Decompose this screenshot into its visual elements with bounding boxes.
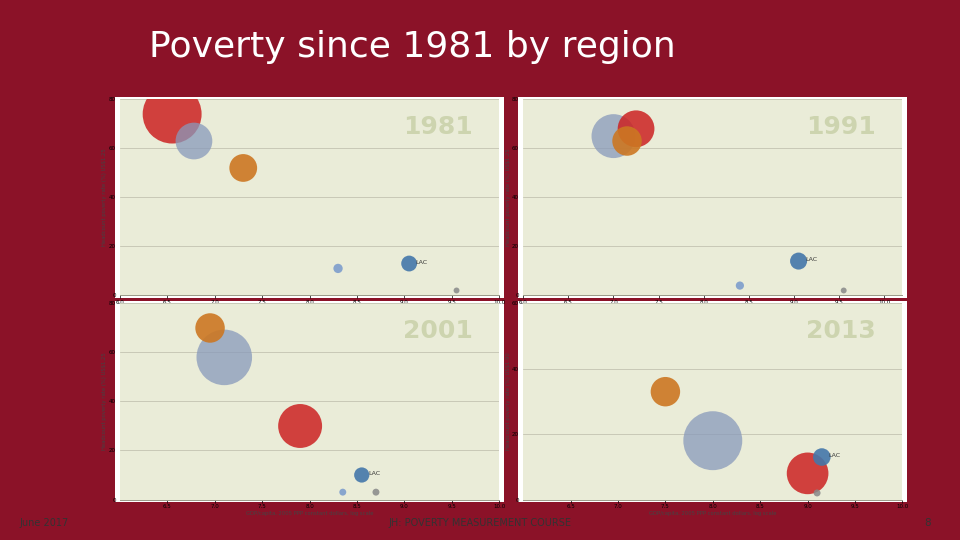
Y-axis label: Headcount poverty rate (%) US$1.25: Headcount poverty rate (%) US$1.25 xyxy=(103,353,108,450)
Text: Poverty since 1981 by region: Poverty since 1981 by region xyxy=(149,30,676,64)
Point xyxy=(658,387,673,396)
Text: 1981: 1981 xyxy=(403,115,472,139)
Point xyxy=(293,422,308,430)
Text: June 2017: June 2017 xyxy=(19,517,68,528)
X-axis label: GDP/capita, 2005 PPP constant dollars, log scale: GDP/capita, 2005 PPP constant dollars, l… xyxy=(246,511,373,516)
Point xyxy=(335,488,350,496)
X-axis label: GDP/capita, 2005 PPP constant dollars, log scale: GDP/capita, 2005 PPP constant dollars, l… xyxy=(649,307,777,312)
X-axis label: GDP/capita, 2005 PPP constant dollars, log scale: GDP/capita, 2005 PPP constant dollars, l… xyxy=(649,511,777,516)
Point xyxy=(217,353,232,362)
Text: LAC: LAC xyxy=(828,453,841,458)
X-axis label: GDP/capita, 2005 PPP constant dollars, log scale: GDP/capita, 2005 PPP constant dollars, l… xyxy=(246,307,373,312)
Y-axis label: Headcount poverty rate (%) US$1.25: Headcount poverty rate (%) US$1.25 xyxy=(103,148,108,246)
Text: 1991: 1991 xyxy=(806,115,876,139)
Text: 8: 8 xyxy=(924,517,931,528)
Point xyxy=(354,471,370,480)
Point xyxy=(203,323,218,332)
Point xyxy=(235,164,251,172)
Point xyxy=(449,286,465,295)
Y-axis label: Headcount poverty rate (%) US$1.25: Headcount poverty rate (%) US$1.25 xyxy=(506,148,511,246)
Text: LAC: LAC xyxy=(804,258,817,262)
Point xyxy=(164,110,180,118)
Point xyxy=(705,436,720,445)
Text: 2001: 2001 xyxy=(403,319,472,343)
Point xyxy=(619,137,635,145)
Point xyxy=(401,259,417,268)
Text: LAC: LAC xyxy=(369,471,380,476)
Point xyxy=(814,453,829,461)
Point xyxy=(186,137,202,145)
Point xyxy=(732,281,748,290)
Point xyxy=(629,124,644,133)
Point xyxy=(809,489,825,497)
Text: LAC: LAC xyxy=(416,260,428,265)
Point xyxy=(606,132,621,140)
Text: JH: POVERTY MEASUREMENT COURSE: JH: POVERTY MEASUREMENT COURSE xyxy=(389,517,571,528)
Y-axis label: Headcount poverty rate (%) US$1.90: Headcount poverty rate (%) US$1.90 xyxy=(506,353,511,450)
Point xyxy=(330,264,346,273)
Text: 2013: 2013 xyxy=(806,319,876,343)
Point xyxy=(791,256,806,265)
Point xyxy=(369,488,384,496)
Point xyxy=(800,469,815,478)
Point xyxy=(836,286,852,295)
